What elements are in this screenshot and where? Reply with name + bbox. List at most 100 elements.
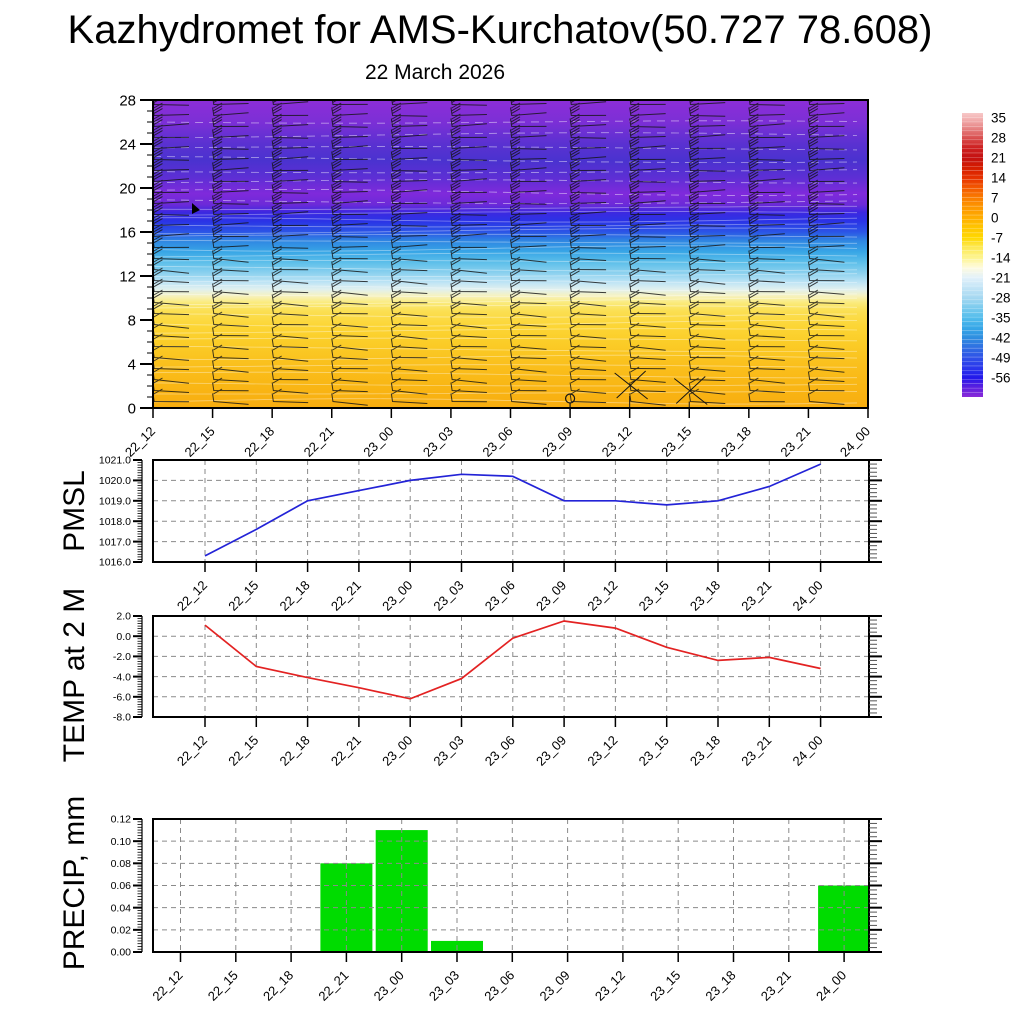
wind-barb-feather (332, 311, 342, 318)
wind-barb-staff (212, 217, 249, 227)
y-tick-label: -4.0 (113, 671, 131, 683)
wind-barb-feather (570, 388, 580, 395)
temperature-colorbar: 35 28 21 14 7 0 -7 -14 -21 -28 -35 -42 -49 -56 (962, 111, 1011, 397)
wind-barb-feather (272, 196, 282, 203)
wind-barb-feather (391, 377, 402, 384)
wind-barb-feather (749, 193, 759, 200)
wind-barb-feather (570, 215, 580, 222)
wind-barb-feather (869, 282, 878, 287)
wind-barb-feather (749, 256, 759, 263)
wind-barb-feather (749, 311, 759, 318)
wind-barb-feather (869, 106, 878, 111)
wind-barb-staff (331, 195, 368, 205)
wind-barb-feather (511, 141, 521, 148)
wind-barb-staff (450, 272, 487, 283)
wind-barb-feather (213, 185, 223, 192)
y-tick-label: 0.04 (111, 902, 132, 914)
time-tick-label: 23_09 (539, 424, 575, 460)
wind-barb-feather (808, 377, 819, 384)
wind-barb-staff (569, 162, 607, 172)
wind-barb-staff (569, 239, 607, 249)
wind-barb-staff (807, 393, 845, 405)
wind-barb-feather (869, 175, 878, 180)
wind-barb-feather (213, 311, 223, 318)
wind-barb-feather (451, 300, 461, 307)
wind-barb-staff (748, 316, 785, 329)
wind-barb-staff (748, 283, 785, 293)
contour-line (153, 305, 858, 309)
wind-barb-feather (689, 138, 699, 145)
wind-barb-staff (688, 371, 726, 382)
cross-barb-icon (673, 376, 708, 408)
y-tick-label: -8.0 (113, 712, 131, 724)
wind-barb-staff (688, 228, 726, 238)
wind-barb-feather (630, 179, 640, 186)
wind-barb-feather (570, 127, 580, 134)
wind-barb-feather (153, 138, 163, 145)
wind-barb-feather (451, 207, 461, 214)
wind-barb-feather (511, 174, 521, 181)
wind-barb-feather (869, 158, 878, 163)
y-tick-label: 0.12 (111, 814, 132, 826)
contour-line (153, 211, 858, 217)
wind-barb-feather (213, 234, 223, 241)
wind-barb-feather (869, 197, 878, 202)
time-tick-label: 23_12 (584, 733, 620, 769)
wind-barb-feather (808, 292, 819, 299)
contour-line (153, 293, 858, 297)
contour-line (153, 297, 857, 305)
wind-barb-feather (153, 303, 163, 310)
wind-barb-staff (510, 360, 547, 373)
contour-line (153, 233, 858, 238)
wind-barb-feather (689, 311, 699, 318)
wind-barb-staff (629, 305, 666, 315)
wind-barb-staff (748, 173, 785, 183)
contour-line (153, 259, 858, 264)
wind-barb-staff (807, 283, 845, 295)
wind-barb-feather (332, 130, 342, 137)
wind-barb-feather (213, 388, 223, 395)
wind-barb-feather (570, 152, 580, 159)
wind-barb-staff (450, 283, 487, 293)
wind-barb-feather (689, 229, 699, 236)
wind-barb-staff (271, 195, 309, 205)
wind-barb-staff (450, 250, 487, 261)
wind-barb-feather (391, 256, 402, 263)
wind-barb-feather (213, 289, 223, 296)
wind-barb-feather (630, 105, 640, 112)
wind-barb-feather (451, 204, 461, 211)
wind-barb-staff (867, 338, 868, 342)
wind-barb-feather (869, 356, 878, 361)
time-tick-label: 23_09 (533, 733, 569, 769)
wind-barb-feather (153, 196, 163, 203)
wind-barb-feather (511, 163, 521, 170)
wind-barb-staff (331, 239, 368, 249)
wind-barb-staff (688, 206, 726, 216)
wind-barb-staff (212, 129, 249, 139)
wind-barb-staff (450, 338, 487, 348)
wind-barb-feather (630, 289, 640, 296)
wind-barb-feather (808, 146, 819, 153)
wind-barb-feather (749, 215, 759, 222)
wind-barb-feather (272, 355, 282, 362)
height-tick-label: 24 (119, 136, 136, 153)
wind-barb-staff (629, 360, 666, 370)
wind-barb-staff (212, 100, 249, 106)
y-tick-label: 0.08 (111, 858, 132, 870)
wind-barb-feather (689, 160, 699, 167)
wind-barb-feather (153, 141, 163, 148)
wind-barb-feather (869, 249, 878, 254)
wind-barb-feather (391, 201, 402, 208)
wind-barb-feather (451, 322, 461, 329)
wind-barb-feather (689, 149, 699, 156)
wind-barb-feather (391, 215, 402, 222)
wind-barb-feather (332, 105, 342, 112)
wind-barb-feather (272, 193, 282, 200)
wind-barb-staff (807, 151, 845, 161)
wind-barb-staff (867, 118, 868, 122)
wind-barb-feather (511, 267, 521, 274)
wind-barb-staff (569, 250, 607, 261)
wind-barb-staff (390, 327, 428, 340)
wind-barb-feather (570, 204, 580, 211)
wind-barb-staff (807, 360, 845, 373)
